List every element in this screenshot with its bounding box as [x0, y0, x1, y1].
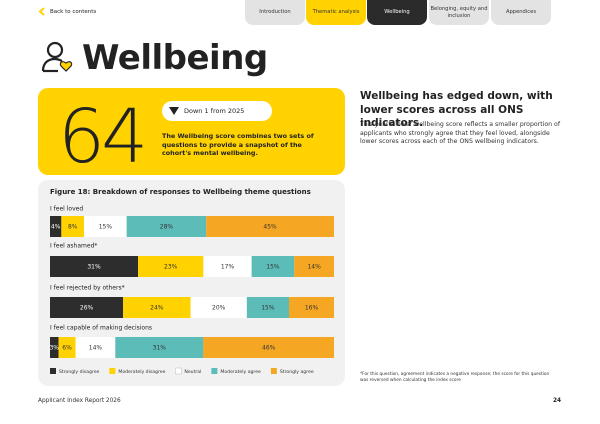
legend-swatch	[175, 367, 182, 375]
chart-title: Figure 18: Breakdown of responses to Wel…	[50, 188, 311, 196]
score-box: 64 Down 1 from 2025 The Wellbeing score …	[38, 88, 345, 180]
nav-tab[interactable]: Belonging, equity and inclusion	[429, 0, 489, 25]
footer-report: Applicant Index Report 2026	[38, 398, 121, 404]
bar-segment	[115, 337, 204, 358]
change-pill: Down 1 from 2025	[162, 101, 272, 121]
legend-label: Neutral	[184, 369, 201, 375]
value-label: 15%	[99, 224, 113, 231]
value-label: 31%	[87, 264, 101, 271]
page-title: Wellbeing	[82, 38, 268, 78]
value-label: 45%	[263, 224, 277, 231]
value-label: 14%	[307, 264, 321, 271]
bar-segment	[50, 256, 139, 277]
score-value: 64	[58, 94, 148, 180]
bar-segment	[58, 337, 76, 358]
value-label: 23%	[164, 264, 178, 271]
bar-segment	[289, 297, 334, 318]
back-link[interactable]: Back to contents	[38, 7, 96, 16]
nav-tab[interactable]: Thematic analysis	[306, 0, 366, 25]
page-number: 24	[553, 398, 562, 404]
value-label: 31%	[153, 345, 167, 352]
score-description: The Wellbeing score combines two sets of…	[162, 132, 314, 158]
value-label: 4%	[51, 224, 61, 231]
value-label: 28%	[160, 224, 174, 231]
back-icon	[38, 7, 45, 16]
question-label: I feel loved	[50, 206, 83, 213]
value-label: 26%	[80, 305, 94, 312]
question-label: I feel ashamed*	[50, 243, 97, 250]
value-label: 15%	[266, 264, 280, 271]
legend-label: Strongly agree	[280, 369, 314, 375]
back-text[interactable]: Back to contents	[50, 8, 97, 15]
bar-segment	[190, 297, 247, 318]
question-label: I feel rejected by others*	[50, 285, 125, 292]
value-label: 15%	[261, 305, 275, 312]
bar-segment	[203, 256, 252, 277]
question-label: I feel capable of making decisions	[50, 325, 152, 332]
bar-segment	[84, 216, 127, 237]
value-label: 3%	[49, 345, 59, 352]
change-text: Down 1 from 2025	[184, 107, 245, 115]
legend-swatch	[50, 368, 56, 374]
bar-segment	[246, 297, 290, 318]
nav-tab[interactable]: Introduction	[245, 0, 305, 25]
bar-segment	[138, 256, 204, 277]
footnote: *For this question, agreement indicates …	[360, 372, 550, 384]
bar-segment	[50, 337, 59, 358]
person-icon	[41, 41, 73, 73]
value-label: 24%	[150, 305, 164, 312]
value-label: 16%	[305, 305, 319, 312]
bar-segment	[75, 337, 116, 358]
bar-segment	[61, 216, 85, 237]
down-arrow	[169, 107, 179, 115]
value-label: 17%	[221, 264, 235, 271]
value-label: 8%	[68, 224, 78, 231]
value-label: 46%	[262, 345, 276, 352]
legend-label: Strongly disagree	[59, 369, 100, 375]
bar-segment	[203, 337, 334, 358]
bar-segment	[206, 216, 334, 237]
value-label: 14%	[89, 345, 103, 352]
legend-swatch	[109, 368, 116, 374]
summary-heading: Wellbeing has edged down, with lower sco…	[360, 90, 553, 130]
chart: Figure 18: Breakdown of responses to Wel…	[49, 188, 334, 375]
bar-segment	[50, 216, 62, 237]
value-label: 6%	[62, 345, 72, 352]
nav-tab[interactable]: Wellbeing	[367, 0, 427, 25]
bar-segment	[294, 256, 334, 277]
bar-segment	[126, 216, 207, 237]
bar-segment	[251, 256, 295, 277]
legend-label: Moderately agree	[220, 369, 261, 375]
legend-swatch	[270, 368, 277, 374]
bar-segment	[50, 297, 124, 318]
legend-label: Moderately disagree	[118, 369, 165, 375]
nav-tab[interactable]: Appendices	[491, 0, 551, 25]
bar-segment	[123, 297, 191, 318]
value-label: 20%	[212, 305, 226, 312]
legend-swatch	[211, 368, 218, 374]
summary-body: This year's lower wellbeing score reflec…	[360, 121, 561, 146]
